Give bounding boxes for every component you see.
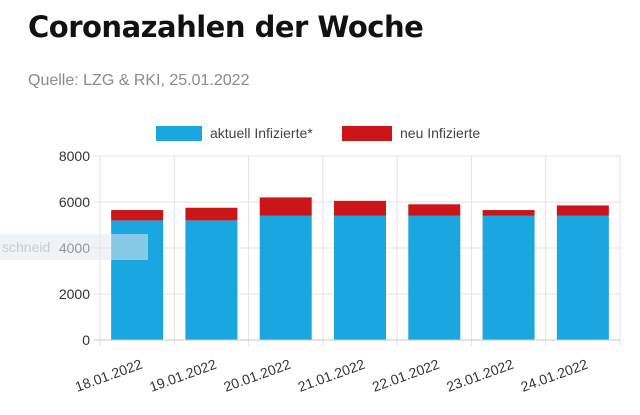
y-tick-label: 6000	[59, 194, 90, 210]
x-tick-label: 23.01.2022	[444, 356, 516, 395]
x-tick-label: 22.01.2022	[370, 356, 442, 395]
y-tick-label: 2000	[59, 286, 90, 302]
x-tick-label: 21.01.2022	[296, 356, 368, 395]
x-tick-label: 19.01.2022	[147, 356, 219, 395]
y-tick-label: 8000	[59, 148, 90, 164]
x-tick-label: 20.01.2022	[221, 356, 293, 395]
bar-new-22.01.2022[interactable]	[408, 204, 461, 216]
legend-swatch-active[interactable]	[156, 126, 202, 141]
bar-chart: 0200040006000800018.01.202219.01.202220.…	[59, 125, 621, 395]
bar-new-19.01.2022[interactable]	[185, 207, 238, 221]
y-tick-label: 0	[82, 332, 90, 348]
bar-active-22.01.2022[interactable]	[408, 215, 461, 340]
bar-new-20.01.2022[interactable]	[259, 197, 312, 216]
bars	[111, 197, 609, 340]
bar-active-23.01.2022[interactable]	[482, 215, 535, 340]
legend-label-active[interactable]: aktuell Infizierte*	[210, 125, 313, 141]
legend[interactable]: aktuell Infizierte* neu Infizierte	[156, 125, 480, 141]
bar-new-21.01.2022[interactable]	[334, 200, 386, 216]
x-tick-label: 18.01.2022	[73, 356, 145, 395]
source-caption: Quelle: LZG & RKI, 25.01.2022	[28, 72, 250, 89]
legend-label-new[interactable]: neu Infizierte	[400, 125, 480, 141]
bar-new-24.01.2022[interactable]	[556, 205, 609, 216]
bar-active-24.01.2022[interactable]	[556, 215, 609, 340]
bar-new-23.01.2022[interactable]	[482, 210, 535, 216]
bar-active-19.01.2022[interactable]	[185, 220, 238, 340]
legend-swatch-new[interactable]	[342, 126, 392, 141]
bar-active-21.01.2022[interactable]	[334, 215, 386, 340]
x-tick-label: 24.01.2022	[519, 356, 591, 395]
bar-active-20.01.2022[interactable]	[259, 215, 312, 340]
page-title: Coronazahlen der Woche	[28, 10, 424, 44]
overlay-button-fragment[interactable]: schneid	[0, 234, 148, 260]
bar-new-18.01.2022[interactable]	[111, 210, 164, 221]
